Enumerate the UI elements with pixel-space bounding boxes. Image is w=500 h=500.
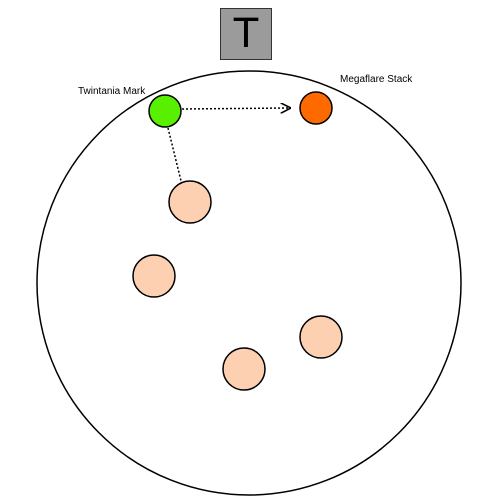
arena-circle [36, 70, 462, 496]
arrow-to-megaflare [181, 108, 290, 109]
party-member-3 [299, 315, 343, 359]
megaflare-stack-marker [299, 91, 333, 125]
party-member-1 [168, 180, 212, 224]
party-member-4 [222, 347, 266, 391]
twintania-mark-marker [148, 94, 182, 128]
twintania-mark-label: Twintania Mark [78, 86, 146, 97]
tank-marker-t: T [220, 8, 272, 60]
megaflare-stack-label: Megaflare Stack [340, 74, 413, 85]
party-member-2 [132, 254, 176, 298]
arrow-to-party-member [167, 127, 184, 193]
